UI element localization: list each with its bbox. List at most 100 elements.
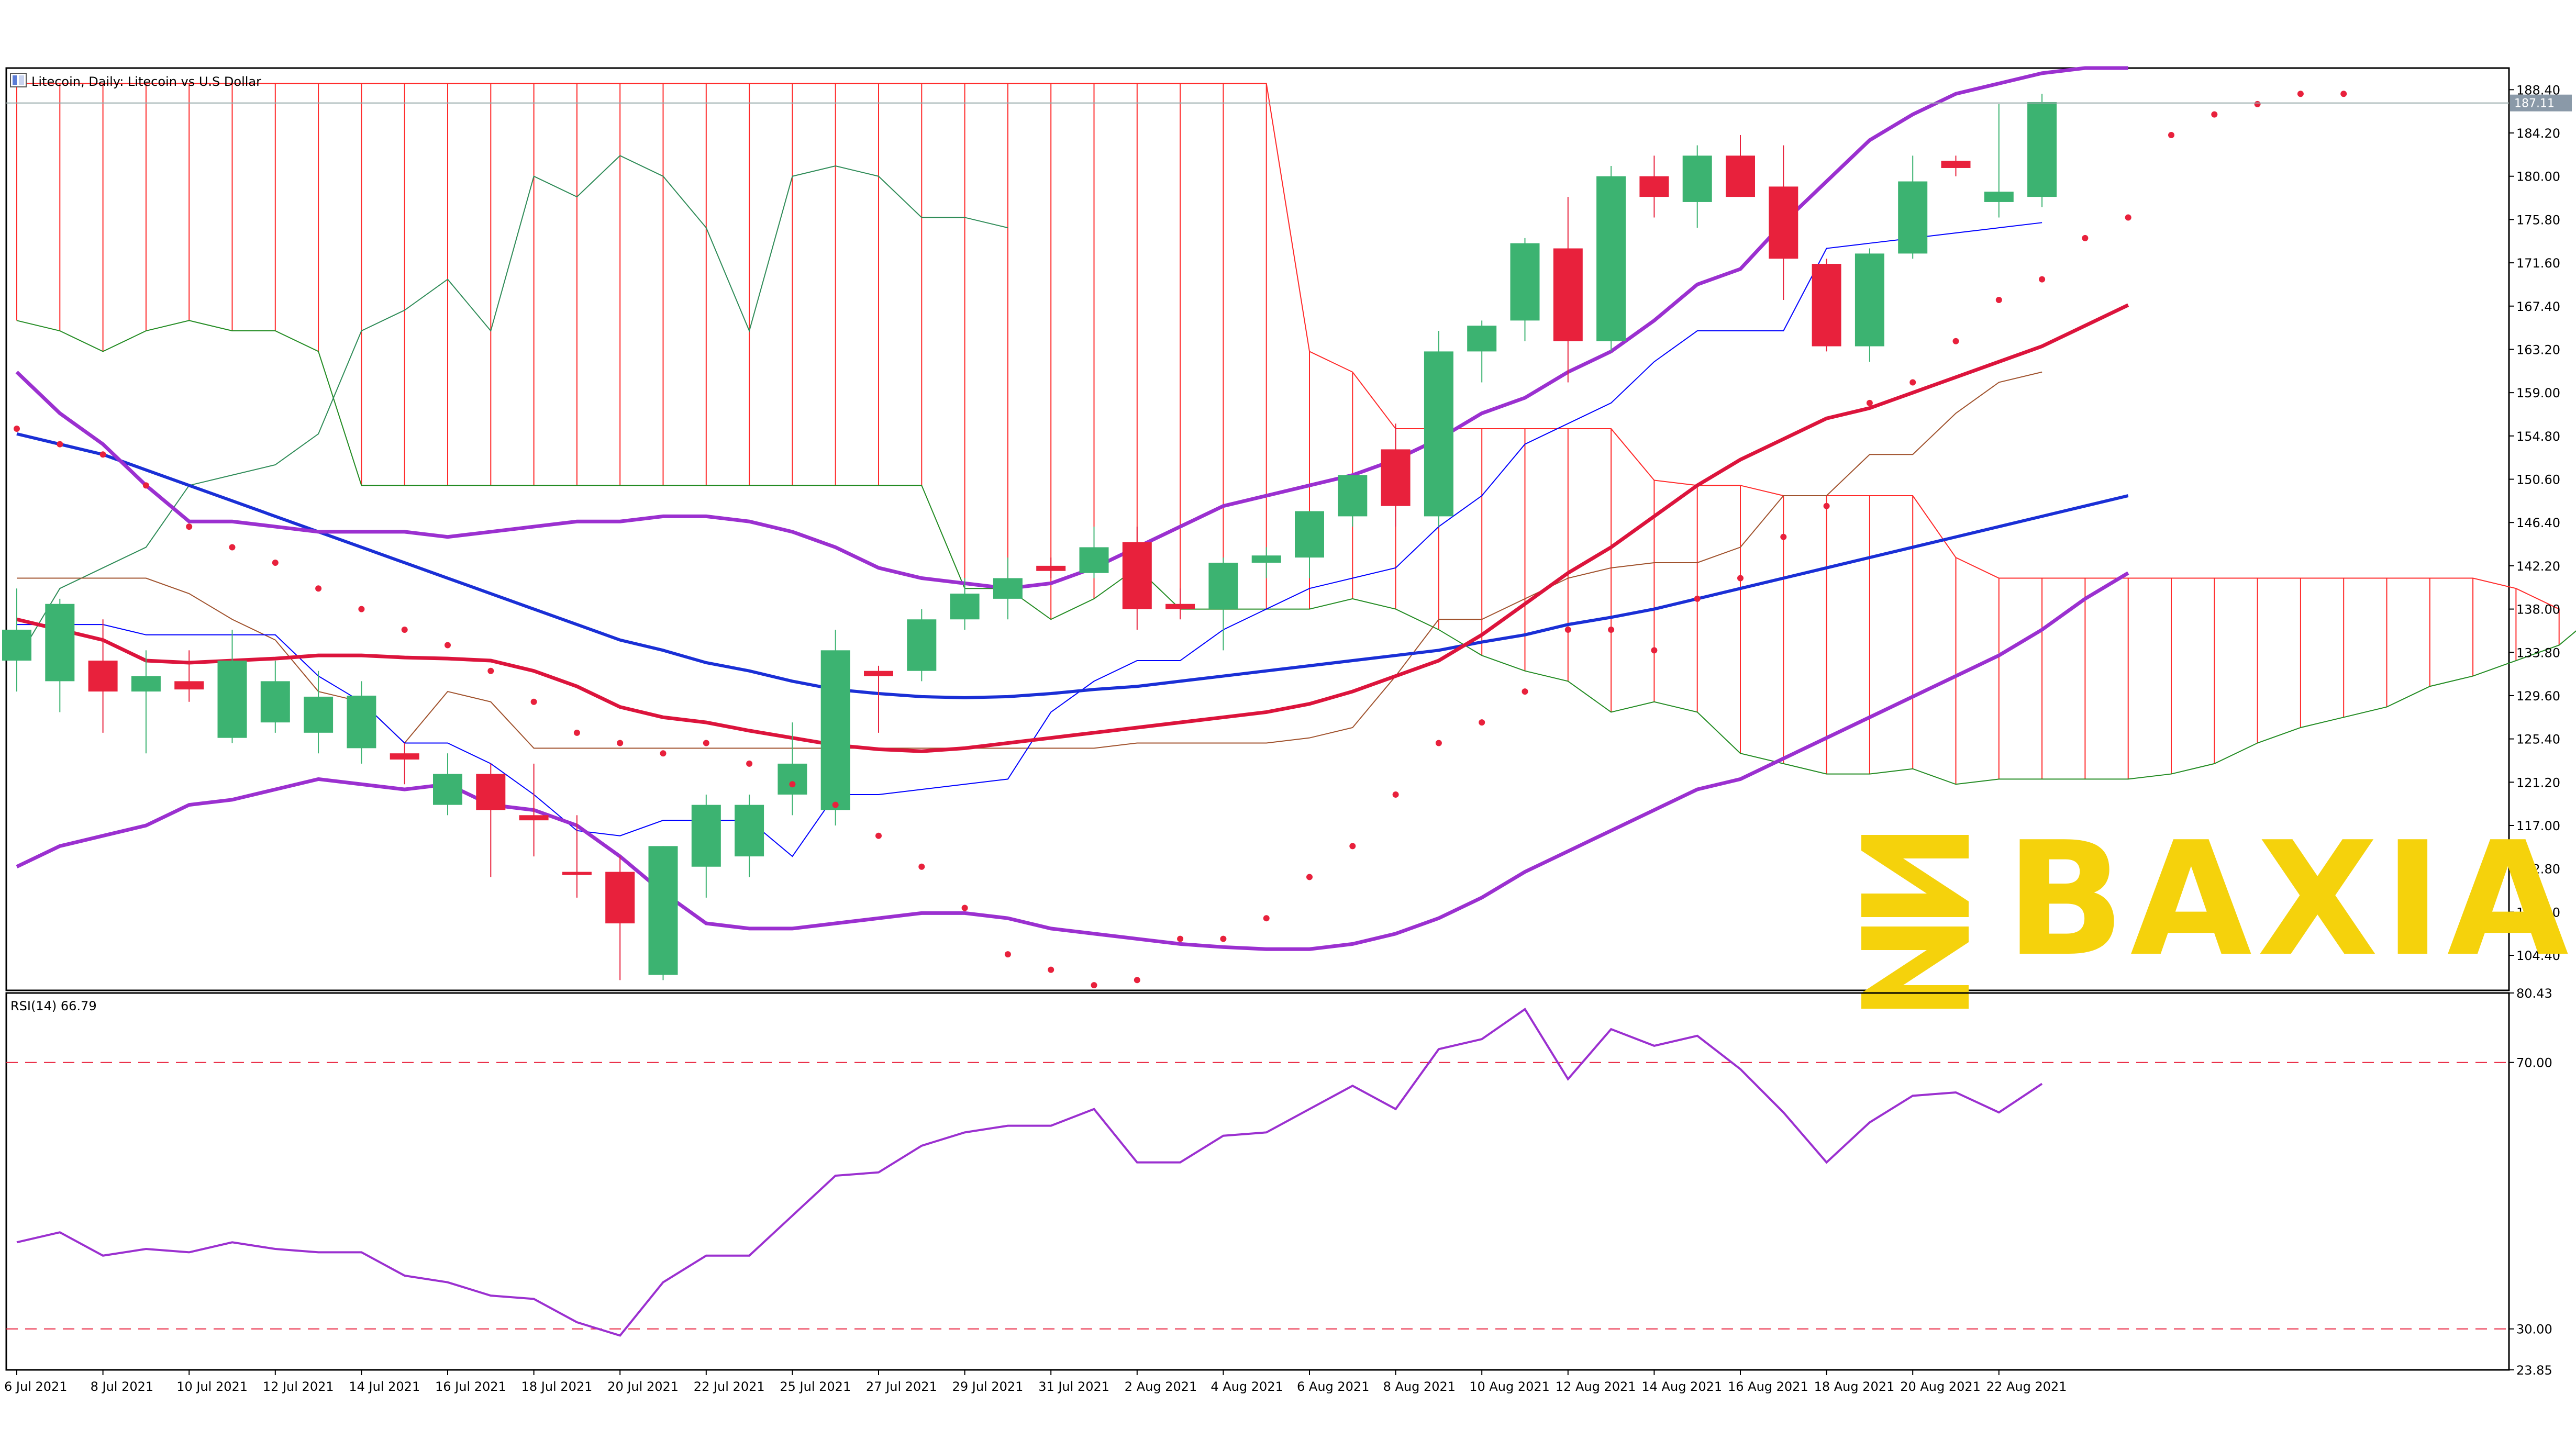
candle-body	[993, 578, 1023, 599]
sar-dot	[1737, 575, 1744, 582]
time-axis[interactable]: 6 Jul 2021 8 Jul 2021 10 Jul 2021 12 Jul 20…	[4, 1370, 2067, 1394]
candle	[260, 661, 290, 733]
candle	[390, 743, 419, 785]
sar-dot	[1177, 935, 1184, 942]
candle	[735, 794, 764, 877]
candle	[993, 557, 1023, 620]
price-pane[interactable]: 188.40184.20180.00175.80171.60167.40163.…	[2, 66, 2576, 1009]
sar-dot	[2254, 101, 2261, 107]
baxia-logo-icon	[1861, 835, 1969, 1009]
current-price-marker: 187.11	[2510, 94, 2572, 111]
sar-dot	[789, 781, 796, 788]
price-tick-label: 184.20	[2516, 126, 2560, 141]
sar-dot	[401, 626, 408, 633]
candle	[2, 588, 31, 692]
candle	[1984, 104, 2014, 218]
price-pane-frame	[5, 67, 2510, 991]
candle-body	[605, 872, 635, 924]
rsi-pane[interactable]: 80.43 70.00 30.00 23.85 RSI(14) 66.79	[5, 986, 2552, 1378]
time-tick-label: 14 Jul 2021	[349, 1379, 420, 1394]
rsi-tick-label: 70.00	[2516, 1056, 2552, 1070]
sar-dot	[1392, 791, 1399, 798]
candle-body	[2, 629, 31, 661]
candle	[1424, 331, 1453, 527]
candle	[648, 846, 678, 980]
rsi-axis: 80.43 70.00 30.00 23.85	[2509, 986, 2552, 1378]
sar-dot	[1220, 935, 1227, 942]
ichimoku-cloud	[16, 83, 2576, 785]
rsi-tick-label: 30.00	[2516, 1322, 2552, 1337]
sar-dot	[1909, 379, 1916, 386]
price-tick-label: 154.80	[2516, 429, 2560, 444]
candle-body	[735, 805, 764, 857]
sar-dot	[1866, 399, 1873, 406]
candle-body	[519, 815, 549, 821]
candle	[2027, 94, 2057, 207]
candle	[1208, 557, 1238, 651]
candle	[1639, 155, 1669, 218]
candle	[1682, 145, 1712, 228]
sar-dot	[1048, 966, 1054, 973]
sar-dot	[617, 740, 624, 746]
sar-dot	[703, 740, 709, 746]
sar-dot	[1349, 843, 1356, 850]
candle-body	[433, 774, 462, 805]
candle	[131, 650, 161, 754]
candle	[433, 753, 462, 816]
candle-body	[1036, 565, 1066, 571]
chikou-span	[16, 155, 1008, 661]
candle-body	[45, 604, 75, 682]
candle-body	[1855, 253, 1884, 347]
time-tick-label: 18 Jul 2021	[521, 1379, 593, 1394]
time-tick-label: 4 Aug 2021	[1211, 1379, 1283, 1394]
time-tick-label: 22 Jul 2021	[694, 1379, 765, 1394]
window-icon-bar2	[19, 75, 24, 85]
price-tick-label: 142.20	[2516, 559, 2560, 574]
candle-body	[1639, 176, 1669, 197]
time-tick-label: 12 Aug 2021	[1556, 1379, 1636, 1394]
candle	[476, 763, 506, 877]
sar-dot	[2039, 276, 2046, 283]
candle	[820, 629, 850, 826]
candle	[1036, 557, 1066, 578]
candle	[605, 856, 635, 980]
candle	[1295, 511, 1324, 578]
sar-dot	[1479, 719, 1485, 726]
candle-body	[691, 805, 721, 867]
candle-body	[1726, 155, 1755, 197]
candles[interactable]	[2, 94, 2057, 980]
time-tick-label: 27 Jul 2021	[866, 1379, 937, 1394]
rsi-pane-frame	[5, 992, 2510, 1371]
sar-dot	[1564, 626, 1571, 633]
candle-body	[476, 774, 506, 810]
candle-body	[131, 676, 161, 692]
sar-dot	[2211, 111, 2218, 118]
time-tick-label: 14 Aug 2021	[1641, 1379, 1722, 1394]
current-price-label: 187.11	[2514, 97, 2555, 110]
candle-body	[1984, 192, 2014, 202]
sar-dot	[1780, 533, 1787, 540]
moving-average-blue	[16, 432, 2129, 699]
candle-body	[217, 661, 247, 738]
candle	[1165, 588, 1195, 620]
sar-dot	[1608, 626, 1615, 633]
bollinger-lower	[16, 571, 2129, 951]
sar-dot	[1651, 647, 1658, 654]
window-icon-bar	[13, 75, 17, 85]
price-tick-label: 180.00	[2516, 170, 2560, 184]
time-tick-label: 16 Aug 2021	[1728, 1379, 1808, 1394]
price-axis[interactable]: 188.40184.20180.00175.80171.60167.40163.…	[2509, 83, 2560, 963]
candle	[1381, 423, 1411, 527]
candle	[950, 578, 980, 630]
price-tick-label: 125.40	[2516, 732, 2560, 747]
sar-dot	[746, 760, 753, 767]
price-tick-label: 121.20	[2516, 775, 2560, 790]
sar-dot	[1522, 688, 1528, 695]
chart-title: Litecoin, Daily: Litecoin vs U.S Dollar	[31, 74, 261, 89]
candle-body	[778, 763, 807, 795]
rsi-label: RSI(14) 66.79	[10, 999, 97, 1013]
candle-body	[390, 753, 419, 760]
candle-body	[1079, 547, 1109, 573]
candle-body	[1295, 511, 1324, 558]
